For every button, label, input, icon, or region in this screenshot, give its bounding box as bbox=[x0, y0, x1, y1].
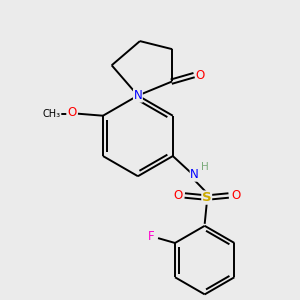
Text: N: N bbox=[134, 89, 142, 102]
Text: F: F bbox=[148, 230, 154, 243]
Text: N: N bbox=[190, 168, 199, 181]
Text: CH₃: CH₃ bbox=[43, 109, 61, 119]
Text: H: H bbox=[201, 162, 209, 172]
Text: O: O bbox=[67, 106, 76, 119]
Text: O: O bbox=[231, 189, 240, 202]
Text: S: S bbox=[202, 191, 211, 204]
Text: O: O bbox=[196, 69, 205, 82]
Text: O: O bbox=[173, 189, 182, 202]
